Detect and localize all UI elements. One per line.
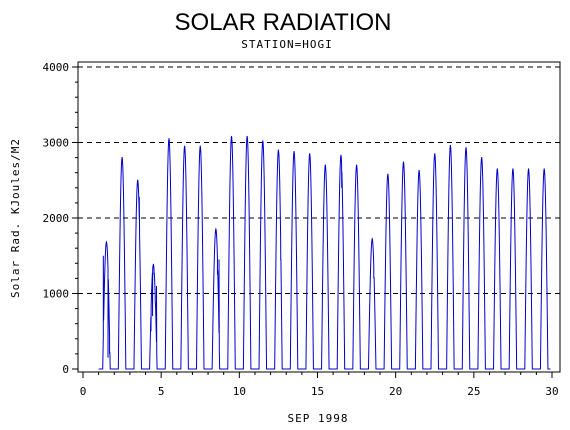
peak-day-6: [184, 145, 186, 147]
peak-day-18: [371, 238, 373, 240]
peak-day-26: [496, 168, 498, 170]
peak-day-16: [340, 154, 342, 156]
y-tick-label-3000: 3000: [43, 137, 70, 150]
peak-day-22: [434, 153, 436, 155]
x-tick-label-25: 25: [467, 385, 480, 398]
peak-day-11: [262, 140, 264, 142]
y-axis-label: Solar Rad. KJoules/M2: [9, 138, 22, 298]
peak-day-4: [152, 264, 154, 266]
peak-day-12: [277, 149, 280, 151]
x-tick-label-30: 30: [545, 385, 558, 398]
peak-day-8: [215, 228, 217, 230]
peak-day-5: [168, 138, 170, 140]
peak-day-17: [355, 164, 358, 166]
data-series: [98, 135, 551, 370]
peak-day-10: [246, 135, 248, 138]
peak-day-24: [465, 147, 467, 149]
chart-subtitle: STATION=HOGI: [241, 38, 332, 51]
y-tick-label-2000: 2000: [43, 212, 70, 225]
peak-day-3: [137, 179, 139, 181]
peak-day-27: [512, 168, 514, 170]
plot-frame: [77, 61, 561, 373]
peak-day-19: [387, 173, 389, 175]
peak-day-9: [230, 135, 233, 138]
x-tick-label-10: 10: [233, 385, 246, 398]
x-tick-label-20: 20: [389, 385, 402, 398]
y-tick-label-0: 0: [62, 363, 69, 376]
y-tick-label-1000: 1000: [43, 288, 70, 301]
peak-day-2: [121, 157, 123, 159]
peak-day-25: [481, 157, 483, 159]
y-tick-labels: 0 1000 2000 3000 4000: [43, 61, 70, 376]
peak-day-28: [527, 168, 530, 170]
y-tick-label-4000: 4000: [43, 61, 70, 74]
chart-title: SOLAR RADIATION: [175, 9, 392, 36]
x-tick-label-15: 15: [311, 385, 324, 398]
x-tick-labels: 0 5 10 15 20 25 30: [80, 385, 559, 398]
peak-day-13: [293, 150, 295, 153]
grid-lines: [78, 66, 560, 294]
series-line: [98, 136, 551, 370]
peak-day-20: [402, 161, 405, 163]
axes: [72, 61, 561, 378]
peak-day-29: [543, 168, 545, 170]
x-tick-label-0: 0: [80, 385, 87, 398]
peak-day-14: [309, 153, 311, 155]
peak-day-15: [324, 164, 326, 166]
peak-day-21: [418, 169, 420, 172]
x-axis-label: SEP 1998: [288, 412, 349, 425]
peak-day-7: [199, 145, 201, 147]
peak-day-23: [449, 144, 451, 147]
peak-day-1: [105, 241, 108, 243]
x-tick-label-5: 5: [158, 385, 165, 398]
